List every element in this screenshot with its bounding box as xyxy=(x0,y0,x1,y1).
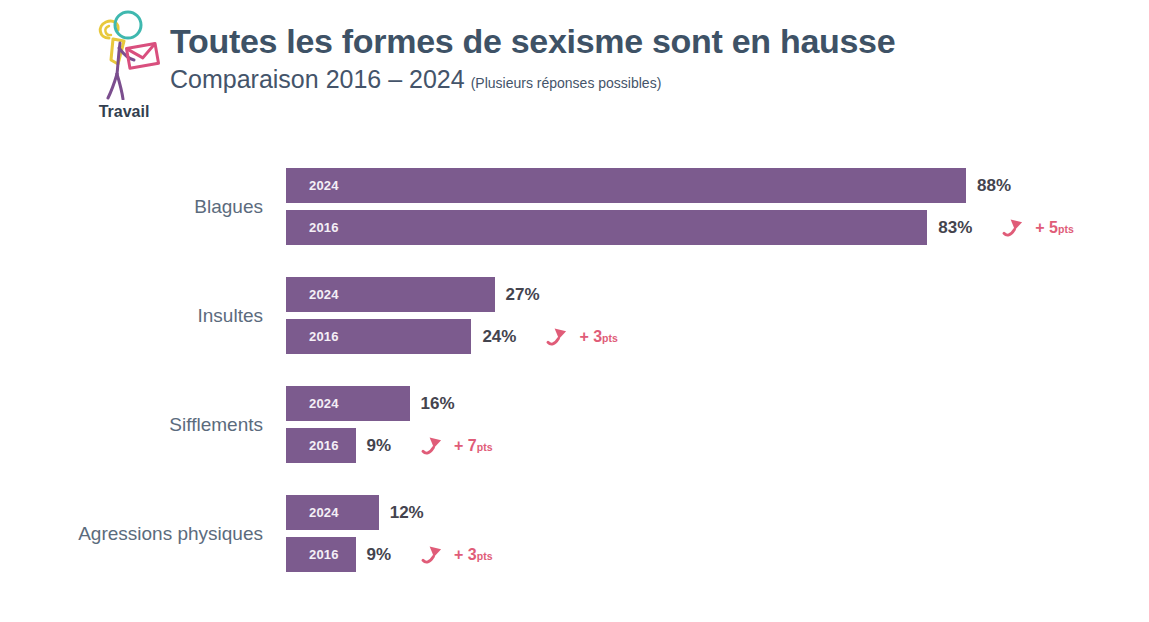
chart-row-blagues: Blagues 2024 88% 2016 83% xyxy=(0,168,1074,245)
bar-year-label: 2016 xyxy=(309,220,339,235)
bar-pair: 2024 27% 2016 24% xyxy=(286,277,618,354)
brand-block: Travail xyxy=(82,8,166,121)
delta-unit: pts xyxy=(477,550,493,562)
bar-pair: 2024 16% 2016 9% xyxy=(286,386,493,463)
bar-2024: 2024 xyxy=(286,495,379,530)
delta-label: + 3pts xyxy=(579,328,617,346)
bar-pair: 2024 12% 2016 9% xyxy=(286,495,493,572)
bar-year-label: 2024 xyxy=(309,396,339,411)
trend-up-arrow-icon xyxy=(545,326,570,347)
bar-year-label: 2024 xyxy=(309,505,339,520)
delta-unit: pts xyxy=(1058,223,1074,235)
delta-annotation: + 3pts xyxy=(545,326,617,347)
context-label: Travail xyxy=(99,103,150,121)
category-label: Sifflements xyxy=(0,414,263,436)
bar-2016: 2016 xyxy=(286,428,356,463)
bar-year-label: 2016 xyxy=(309,329,339,344)
delta-annotation: + 5pts xyxy=(1001,217,1073,238)
bar-2024: 2024 xyxy=(286,386,410,421)
delta-value: + 3 xyxy=(579,328,602,345)
header: Travail Toutes les formes de sexisme son… xyxy=(82,8,895,121)
chart-row-agressions-physiques: Agressions physiques 2024 12% 2016 9% xyxy=(0,495,1074,572)
bar-line-2024: 2024 12% xyxy=(286,495,493,530)
delta-unit: pts xyxy=(477,441,493,453)
value-label-2016: 24% xyxy=(482,327,516,347)
bar-chart: Blagues 2024 88% 2016 83% xyxy=(0,168,1074,604)
chart-subtitle: Comparaison 2016 – 2024 (Plusieurs répons… xyxy=(170,65,895,94)
delta-unit: pts xyxy=(602,332,618,344)
bar-year-label: 2016 xyxy=(309,438,339,453)
category-label: Insultes xyxy=(0,305,263,327)
delta-annotation: + 3pts xyxy=(420,544,492,565)
subtitle-text: Comparaison 2016 – 2024 xyxy=(170,65,465,93)
slide: Travail Toutes les formes de sexisme son… xyxy=(0,0,1149,622)
delta-value: + 5 xyxy=(1035,219,1058,236)
bar-line-2024: 2024 16% xyxy=(286,386,493,421)
title-block: Toutes les formes de sexisme sont en hau… xyxy=(170,8,895,94)
bar-line-2024: 2024 88% xyxy=(286,168,1074,203)
bar-line-2016: 2016 9% + 3pts xyxy=(286,537,493,572)
chart-row-sifflements: Sifflements 2024 16% 2016 9% xyxy=(0,386,1074,463)
bar-2016: 2016 xyxy=(286,537,356,572)
chart-row-insultes: Insultes 2024 27% 2016 24% xyxy=(0,277,1074,354)
value-label-2016: 9% xyxy=(367,436,392,456)
page-title: Toutes les formes de sexisme sont en hau… xyxy=(170,21,895,61)
bar-pair: 2024 88% 2016 83% xyxy=(286,168,1074,245)
value-label-2016: 9% xyxy=(367,545,392,565)
bar-line-2016: 2016 83% + 5pts xyxy=(286,210,1074,245)
trend-up-arrow-icon xyxy=(1001,217,1026,238)
bar-line-2016: 2016 24% + 3pts xyxy=(286,319,618,354)
bar-year-label: 2024 xyxy=(309,287,339,302)
category-label: Blagues xyxy=(0,196,263,218)
delta-label: + 7pts xyxy=(454,437,492,455)
bar-year-label: 2024 xyxy=(309,178,339,193)
bar-line-2016: 2016 9% + 7pts xyxy=(286,428,493,463)
delta-value: + 7 xyxy=(454,437,477,454)
category-label: Agressions physiques xyxy=(0,523,263,545)
bar-2024: 2024 xyxy=(286,277,495,312)
value-label-2016: 83% xyxy=(938,218,972,238)
bar-2016: 2016 xyxy=(286,319,471,354)
bar-2016: 2016 xyxy=(286,210,927,245)
bar-line-2024: 2024 27% xyxy=(286,277,618,312)
delta-value: + 3 xyxy=(454,546,477,563)
bar-year-label: 2016 xyxy=(309,547,339,562)
value-label-2024: 16% xyxy=(421,394,455,414)
delta-annotation: + 7pts xyxy=(420,435,492,456)
subtitle-note: (Plusieurs réponses possibles) xyxy=(471,75,662,91)
trend-up-arrow-icon xyxy=(420,544,445,565)
travail-person-icon xyxy=(87,8,161,100)
bar-2024: 2024 xyxy=(286,168,966,203)
trend-up-arrow-icon xyxy=(420,435,445,456)
value-label-2024: 88% xyxy=(977,176,1011,196)
value-label-2024: 12% xyxy=(390,503,424,523)
delta-label: + 5pts xyxy=(1035,219,1073,237)
delta-label: + 3pts xyxy=(454,546,492,564)
value-label-2024: 27% xyxy=(506,285,540,305)
